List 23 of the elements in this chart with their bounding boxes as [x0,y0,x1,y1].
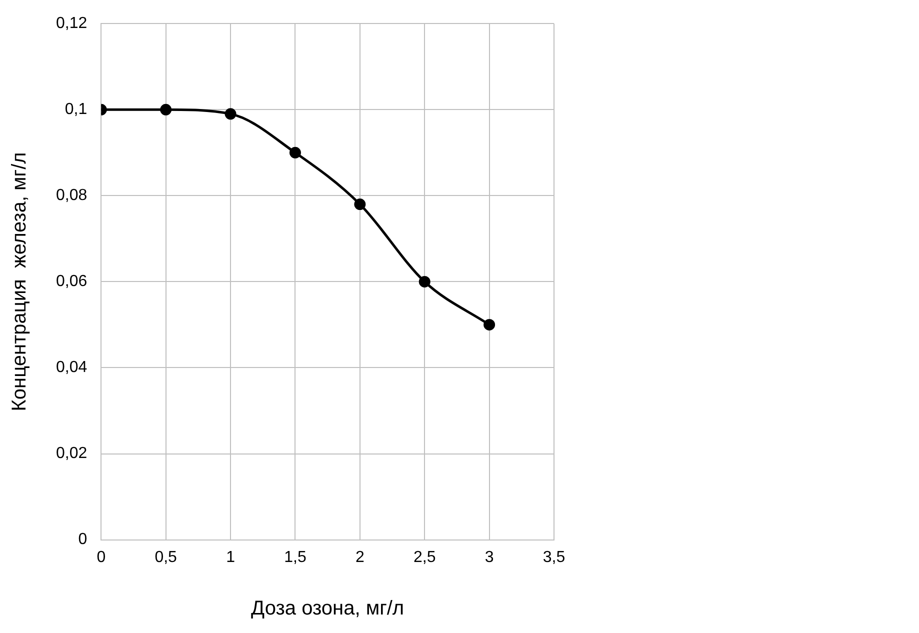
y-tick-label: 0,1 [64,101,88,118]
x-tick-label: 3 [484,548,494,566]
x-tick-label: 2,5 [413,548,436,566]
y-tick-label: 0,06 [56,273,88,290]
y-tick-label: 0,02 [56,445,88,462]
point [160,104,172,116]
y-tick-label: 0,12 [56,15,88,32]
point [224,108,236,120]
y-tick-label: 0,08 [56,187,88,204]
y-tick-label: 0 [78,531,88,548]
x-tick-label: 0,5 [154,548,178,566]
x-tick-label: 1 [226,548,236,566]
x-tick-label: 2 [355,548,364,566]
y-tick-label: 0,04 [56,359,88,376]
x-tick-label: 3,5 [542,548,566,566]
point [484,318,496,330]
point [418,276,430,288]
x-axis-title: Доза озона, мг/л [251,598,404,620]
point [354,198,366,210]
x-tick-label: 0 [96,548,106,566]
y-axis-title: Концентрация железа, мг/л [8,152,31,412]
x-tick-label: 1,5 [284,548,306,566]
point [289,146,301,158]
